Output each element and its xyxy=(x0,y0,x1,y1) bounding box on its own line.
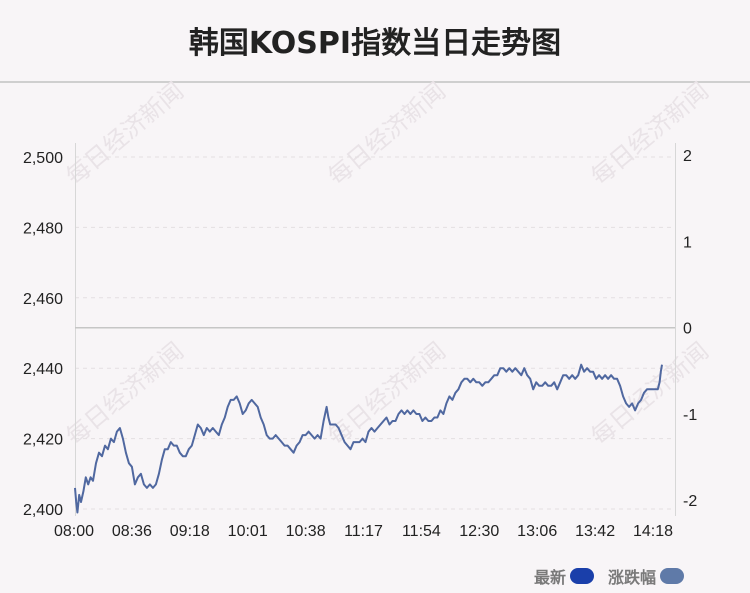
legend: 最新 涨跌幅 xyxy=(534,564,684,588)
x-tick-label: 09:18 xyxy=(170,523,210,540)
y-left-tick-label: 2,440 xyxy=(23,361,63,378)
x-tick-label: 14:18 xyxy=(633,523,673,540)
series-line-latest xyxy=(74,363,663,514)
x-tick-label: 11:17 xyxy=(344,523,383,540)
x-tick-label: 10:38 xyxy=(286,523,326,540)
legend-label-change: 涨跌幅 xyxy=(607,568,656,587)
watermark-text: 每日经济新闻 xyxy=(323,77,451,191)
x-tick-label: 11:54 xyxy=(402,523,441,540)
y-left-tick-label: 2,460 xyxy=(23,291,63,308)
x-tick-label: 10:01 xyxy=(228,523,268,540)
legend-item-latest[interactable]: 最新 xyxy=(534,564,594,588)
y-right-tick-label: -2 xyxy=(683,493,697,510)
x-tick-label: 08:36 xyxy=(112,523,152,540)
y-left-tick-label: 2,500 xyxy=(23,150,63,167)
y-left-tick-label: 2,420 xyxy=(23,432,63,449)
y-left-tick-label: 2,400 xyxy=(23,502,63,519)
grid-lines xyxy=(75,156,675,510)
y-right-tick-label: 0 xyxy=(683,321,692,338)
watermark-text: 每日经济新闻 xyxy=(586,337,714,451)
watermark-text: 每日经济新闻 xyxy=(586,77,714,191)
x-tick-label: 08:00 xyxy=(54,523,94,540)
y-right-tick-label: 1 xyxy=(683,234,692,251)
watermark-text: 每日经济新闻 xyxy=(61,77,189,191)
legend-swatch-change xyxy=(660,568,684,584)
legend-item-change[interactable]: 涨跌幅 xyxy=(608,564,684,588)
legend-label-latest: 最新 xyxy=(533,568,566,587)
x-tick-label: 13:42 xyxy=(575,523,615,540)
legend-swatch-latest xyxy=(569,568,594,584)
y-left-tick-label: 2,480 xyxy=(23,220,63,237)
watermark-text: 每日经济新闻 xyxy=(61,337,189,451)
x-tick-label: 13:06 xyxy=(517,523,557,540)
title-divider xyxy=(0,81,750,83)
y-right-tick-label: 2 xyxy=(683,148,692,165)
y-right-tick-labels: 2 1 0 -1 -2 xyxy=(683,148,697,510)
chart-title: 韩国KOSPI指数当日走势图 xyxy=(188,26,562,61)
x-tick-labels: 08:00 08:36 09:18 10:01 10:38 11:17 11:54 12:30… xyxy=(54,523,673,540)
y-left-tick-labels: 2,500 2,480 2,460 2,440 2,420 2,400 xyxy=(23,150,63,519)
x-tick-label: 12:30 xyxy=(459,523,499,540)
y-right-tick-label: -1 xyxy=(683,407,697,424)
